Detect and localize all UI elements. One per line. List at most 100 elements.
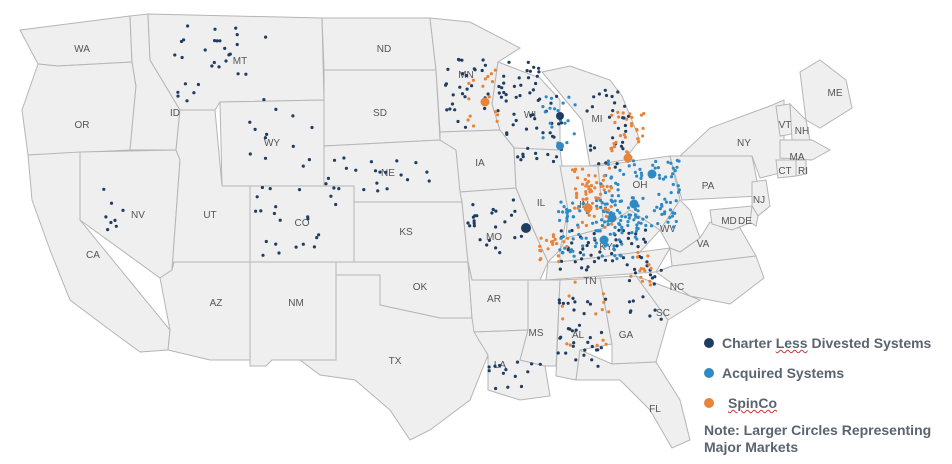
acquired-dot bbox=[635, 237, 639, 241]
state-label: NC bbox=[670, 282, 684, 293]
acquired-dot bbox=[573, 103, 577, 107]
spinco-dot bbox=[589, 188, 593, 192]
charter-dot bbox=[104, 215, 108, 219]
acquired-dot bbox=[606, 222, 610, 227]
acquired-dot bbox=[635, 174, 639, 178]
acquired-dot bbox=[672, 225, 676, 229]
charter-dot bbox=[597, 162, 601, 166]
charter-dot bbox=[516, 155, 520, 159]
charter-dot bbox=[504, 368, 508, 372]
charter-dot bbox=[491, 207, 495, 212]
charter-dot bbox=[301, 242, 305, 246]
acquired-dot bbox=[543, 110, 547, 114]
charter-dot bbox=[531, 88, 536, 92]
spinco-dot bbox=[630, 115, 634, 119]
charter-dot bbox=[182, 38, 186, 42]
acquired-dot bbox=[618, 223, 622, 227]
acquired-dot bbox=[622, 172, 626, 176]
acquired-dot bbox=[675, 165, 679, 169]
acquired-dot bbox=[666, 160, 670, 164]
state-label: MS bbox=[529, 328, 544, 339]
acquired-dot bbox=[565, 219, 569, 223]
charter-dot bbox=[332, 158, 337, 162]
spinco-dot bbox=[539, 236, 543, 240]
charter-dot bbox=[583, 348, 587, 352]
charter-dot bbox=[610, 94, 614, 99]
acquired-dot bbox=[605, 243, 609, 247]
charter-dot bbox=[317, 233, 321, 237]
spinco-dot bbox=[642, 111, 646, 116]
acquired-dot bbox=[673, 169, 677, 173]
acquired-dot bbox=[577, 232, 581, 237]
charter-dot bbox=[519, 83, 523, 87]
charter-dot bbox=[458, 85, 462, 89]
charter-dot bbox=[517, 76, 521, 80]
state-label: TX bbox=[389, 356, 402, 367]
charter-dot bbox=[633, 267, 637, 271]
charter-dot bbox=[224, 59, 228, 63]
acquired-dot bbox=[669, 175, 674, 179]
charter-dot bbox=[596, 364, 600, 368]
acquired-dot bbox=[612, 247, 616, 251]
spinco-dot bbox=[587, 185, 591, 189]
charter-dot bbox=[450, 102, 455, 106]
charter-dot bbox=[354, 168, 358, 172]
charter-dot bbox=[643, 240, 648, 244]
acquired-dot bbox=[654, 159, 658, 164]
state-label: IL bbox=[537, 198, 546, 209]
charter-dot bbox=[573, 300, 577, 304]
spinco-dot bbox=[493, 68, 497, 72]
charter-dot bbox=[598, 250, 602, 254]
charter-dot bbox=[611, 136, 615, 140]
acquired-dot bbox=[598, 198, 603, 202]
acquired-dot bbox=[620, 231, 624, 235]
spinco-dot bbox=[595, 181, 599, 185]
acquired-dot bbox=[603, 220, 607, 224]
charter-dot bbox=[592, 146, 597, 150]
spinco-dot bbox=[602, 300, 606, 304]
charter-dot bbox=[375, 181, 379, 185]
charter-dot bbox=[619, 144, 624, 148]
acquired-dot bbox=[633, 213, 638, 217]
charter-dot bbox=[106, 228, 110, 232]
charter-dot bbox=[494, 209, 498, 213]
charter-dot bbox=[590, 105, 595, 109]
spinco-dot bbox=[562, 240, 566, 244]
acquired-dot bbox=[676, 190, 681, 194]
acquired-dot bbox=[632, 163, 637, 167]
charter-dot bbox=[592, 95, 596, 99]
charter-dot bbox=[537, 66, 541, 70]
charter-dot bbox=[623, 104, 627, 108]
charter-dot bbox=[578, 251, 583, 255]
charter-dot bbox=[460, 92, 465, 96]
spinco-dot bbox=[640, 279, 645, 283]
charter-dot bbox=[551, 159, 556, 164]
state-label: GA bbox=[619, 330, 634, 341]
spinco-dot bbox=[580, 182, 585, 186]
spinco-dot bbox=[573, 206, 577, 210]
charter-dot bbox=[528, 69, 533, 73]
acquired-dot bbox=[664, 200, 669, 204]
charter-dot bbox=[571, 344, 575, 348]
acquired-dot bbox=[608, 232, 612, 236]
acquired-dot bbox=[548, 106, 552, 110]
acquired-dot bbox=[561, 235, 565, 239]
state-label: NM bbox=[288, 298, 304, 309]
charter-dot bbox=[652, 282, 656, 286]
spinco-dot bbox=[613, 120, 617, 125]
acquired-dot bbox=[673, 211, 677, 215]
spinco-dot bbox=[605, 184, 609, 189]
state-label: VT bbox=[779, 120, 792, 131]
acquired-dot bbox=[641, 217, 645, 221]
charter-dot bbox=[642, 237, 646, 241]
spinco-dot bbox=[629, 122, 634, 126]
charter-dot bbox=[586, 300, 590, 304]
acquired-dot bbox=[566, 119, 570, 123]
major-market-dot bbox=[521, 223, 531, 233]
spinco-dot bbox=[629, 274, 633, 278]
charter-dot bbox=[650, 276, 655, 280]
charter-dot bbox=[505, 131, 509, 135]
charter-dot bbox=[213, 27, 217, 31]
acquired-dot bbox=[614, 181, 618, 185]
